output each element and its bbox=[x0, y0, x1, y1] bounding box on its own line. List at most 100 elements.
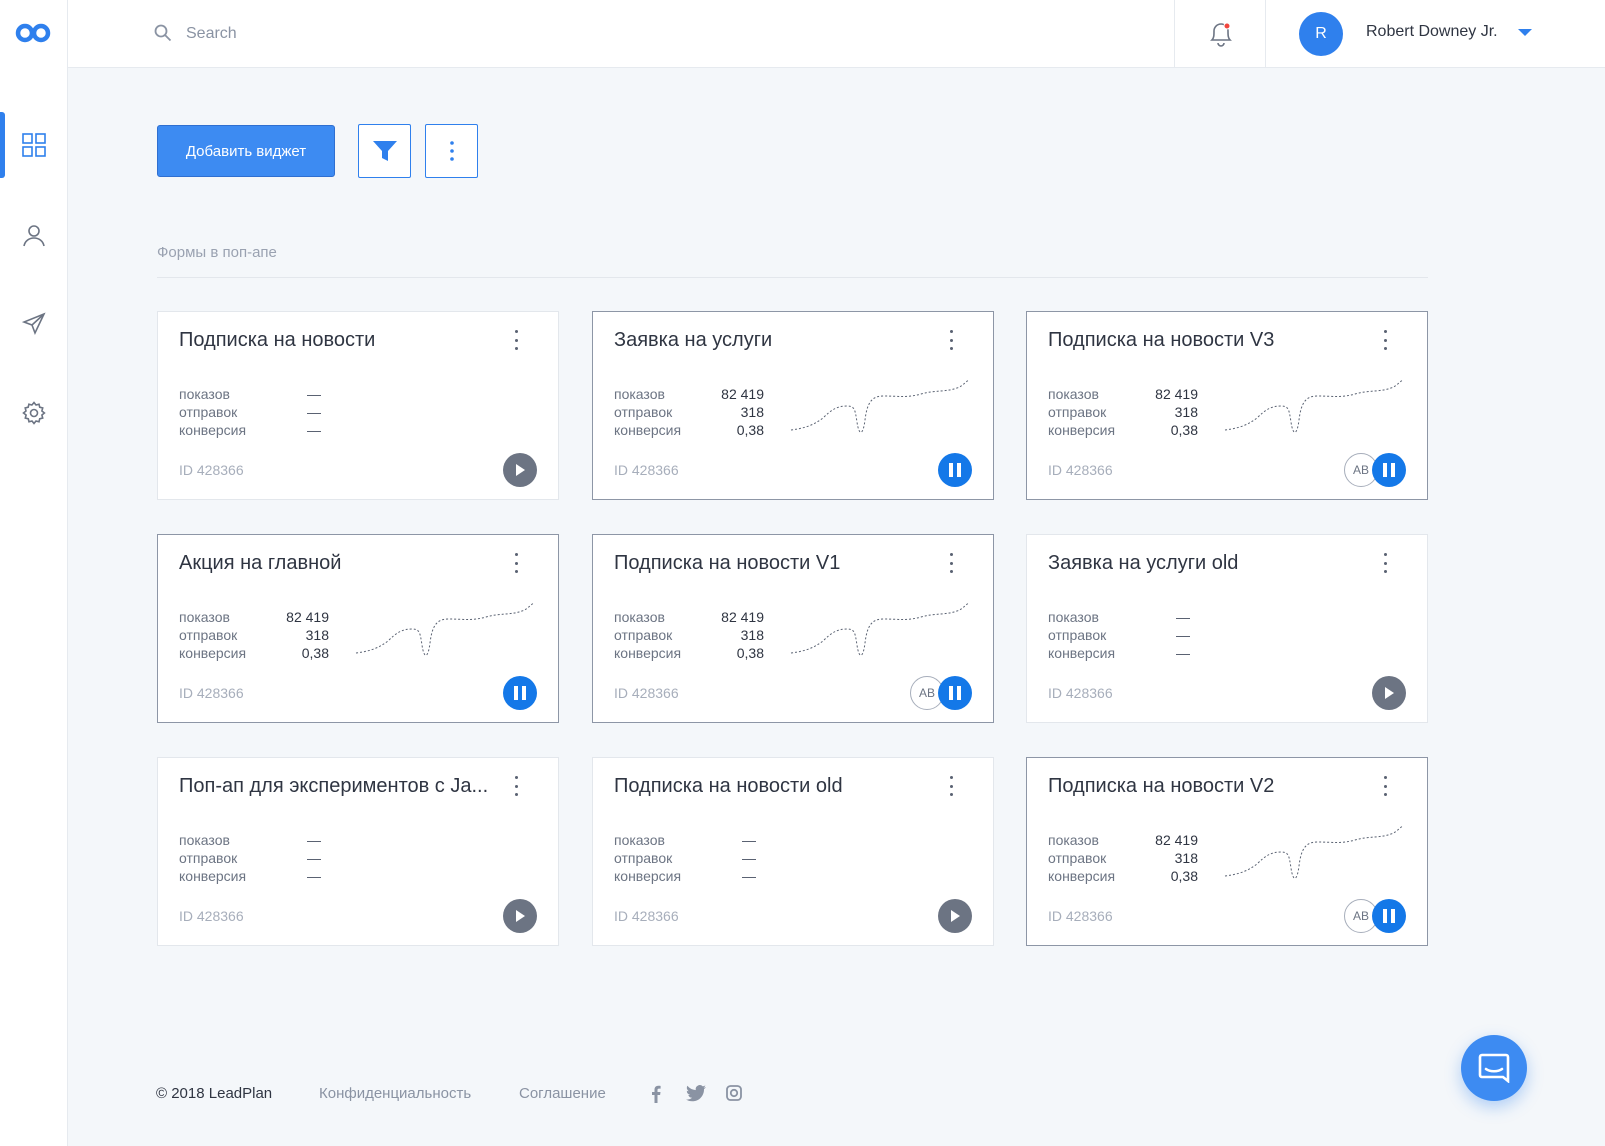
stat-row-sends: отправок bbox=[179, 404, 329, 422]
card-menu-button[interactable] bbox=[506, 774, 526, 798]
notification-bell-icon[interactable] bbox=[1208, 20, 1234, 48]
stat-label: отправок bbox=[614, 627, 673, 643]
widget-card[interactable]: Заявка на услуги old показов отправок ко… bbox=[1026, 534, 1428, 723]
widget-card[interactable]: Поп-ап для экспериментов с Ja... показов… bbox=[157, 757, 559, 946]
topbar-divider bbox=[1265, 0, 1266, 68]
section-divider bbox=[157, 277, 1428, 278]
stat-label: конверсия bbox=[1048, 645, 1116, 661]
stat-label: отправок bbox=[1048, 627, 1107, 643]
card-id: ID 428366 bbox=[179, 685, 244, 701]
instagram-icon[interactable] bbox=[726, 1085, 742, 1101]
widget-card[interactable]: Заявка на услуги показов 82 419 отправок 3… bbox=[592, 311, 994, 500]
stat-label: показов bbox=[1048, 386, 1099, 402]
card-id: ID 428366 bbox=[179, 908, 244, 924]
send-icon bbox=[22, 312, 46, 336]
card-menu-button[interactable] bbox=[941, 328, 961, 352]
stat-label: показов bbox=[179, 609, 230, 625]
search-icon bbox=[154, 24, 172, 42]
stat-label: конверсия bbox=[614, 645, 682, 661]
card-menu-button[interactable] bbox=[941, 774, 961, 798]
chat-widget-button[interactable] bbox=[1461, 1035, 1527, 1101]
widget-card[interactable]: Акция на главной показов 82 419 отправок 3… bbox=[157, 534, 559, 723]
sidebar-item-dashboard[interactable] bbox=[0, 112, 68, 178]
privacy-link[interactable]: Конфиденциальность bbox=[319, 1085, 472, 1102]
play-button[interactable] bbox=[1372, 676, 1406, 710]
card-id: ID 428366 bbox=[1048, 685, 1113, 701]
widget-card[interactable]: Подписка на новости показов отправок кон… bbox=[157, 311, 559, 500]
play-button[interactable] bbox=[938, 899, 972, 933]
card-menu-button[interactable] bbox=[506, 551, 526, 575]
pause-icon bbox=[1383, 909, 1395, 923]
search-input[interactable] bbox=[186, 20, 786, 48]
sidebar bbox=[0, 0, 68, 1146]
filter-icon bbox=[372, 141, 397, 161]
stat-value: 318 bbox=[305, 627, 329, 643]
play-button[interactable] bbox=[503, 453, 537, 487]
dashboard-icon bbox=[22, 133, 46, 157]
add-widget-button[interactable]: Добавить виджет bbox=[157, 125, 335, 177]
stat-label: показов bbox=[614, 832, 665, 848]
stat-label: отправок bbox=[1048, 404, 1107, 420]
pause-button[interactable] bbox=[938, 676, 972, 710]
card-id: ID 428366 bbox=[179, 462, 244, 478]
empty-value-dash bbox=[742, 859, 756, 860]
pause-icon bbox=[949, 686, 961, 700]
chat-icon bbox=[1478, 1053, 1510, 1083]
filter-button[interactable] bbox=[358, 124, 411, 178]
sidebar-item-send[interactable] bbox=[0, 291, 68, 357]
stat-row-sends: отправок 318 bbox=[614, 627, 764, 645]
sidebar-item-users[interactable] bbox=[0, 202, 68, 268]
card-menu-button[interactable] bbox=[941, 551, 961, 575]
stat-row-conv: конверсия 0,38 bbox=[1048, 422, 1198, 440]
ab-test-badge[interactable]: AB bbox=[910, 676, 944, 710]
ab-test-badge[interactable]: AB bbox=[1344, 453, 1378, 487]
stat-value: 82 419 bbox=[721, 609, 764, 625]
empty-value-dash bbox=[742, 841, 756, 842]
sparkline-chart bbox=[1224, 379, 1404, 433]
chevron-down-icon[interactable] bbox=[1518, 29, 1532, 36]
stat-label: показов bbox=[1048, 832, 1099, 848]
stat-label: конверсия bbox=[179, 868, 247, 884]
pause-button[interactable] bbox=[503, 676, 537, 710]
pause-button[interactable] bbox=[1372, 453, 1406, 487]
more-options-button[interactable] bbox=[425, 124, 478, 178]
card-title: Подписка на новости V3 bbox=[1048, 329, 1275, 351]
pause-button[interactable] bbox=[1372, 899, 1406, 933]
empty-value-dash bbox=[307, 431, 321, 432]
card-title: Подписка на новости old bbox=[614, 775, 843, 797]
twitter-icon[interactable] bbox=[686, 1085, 706, 1102]
card-menu-button[interactable] bbox=[1375, 774, 1395, 798]
widget-card[interactable]: Подписка на новости old показов отправок… bbox=[592, 757, 994, 946]
pause-icon bbox=[514, 686, 526, 700]
widget-card[interactable]: Подписка на новости V1 показов 82 419 отп… bbox=[592, 534, 994, 723]
card-id: ID 428366 bbox=[1048, 462, 1113, 478]
card-menu-button[interactable] bbox=[506, 328, 526, 352]
play-button[interactable] bbox=[503, 899, 537, 933]
card-menu-button[interactable] bbox=[1375, 328, 1395, 352]
stat-value: 318 bbox=[1174, 850, 1198, 866]
logo-icon[interactable] bbox=[14, 20, 54, 46]
card-title: Акция на главной bbox=[179, 552, 342, 574]
stat-row-conv: конверсия 0,38 bbox=[614, 422, 764, 440]
card-title: Подписка на новости bbox=[179, 329, 376, 351]
stat-label: показов bbox=[614, 609, 665, 625]
user-name[interactable]: Robert Downey Jr. bbox=[1366, 23, 1498, 40]
stat-value: 0,38 bbox=[1170, 422, 1198, 438]
stat-label: конверсия bbox=[614, 422, 682, 438]
pause-button[interactable] bbox=[938, 453, 972, 487]
stat-value: 82 419 bbox=[1155, 386, 1198, 402]
card-id: ID 428366 bbox=[614, 685, 679, 701]
widget-card[interactable]: Подписка на новости V2 показов 82 419 отп… bbox=[1026, 757, 1428, 946]
play-icon bbox=[516, 464, 525, 476]
facebook-icon[interactable] bbox=[651, 1085, 661, 1103]
stat-row-conv: конверсия bbox=[1048, 645, 1198, 663]
stat-row-shows: показов 82 419 bbox=[614, 609, 764, 627]
empty-value-dash bbox=[742, 877, 756, 878]
agreement-link[interactable]: Соглашение bbox=[519, 1085, 606, 1102]
avatar[interactable]: R bbox=[1299, 12, 1343, 56]
topbar-divider bbox=[1174, 0, 1175, 68]
widget-card[interactable]: Подписка на новости V3 показов 82 419 отп… bbox=[1026, 311, 1428, 500]
card-menu-button[interactable] bbox=[1375, 551, 1395, 575]
sidebar-item-settings[interactable] bbox=[0, 380, 68, 446]
card-id: ID 428366 bbox=[614, 908, 679, 924]
